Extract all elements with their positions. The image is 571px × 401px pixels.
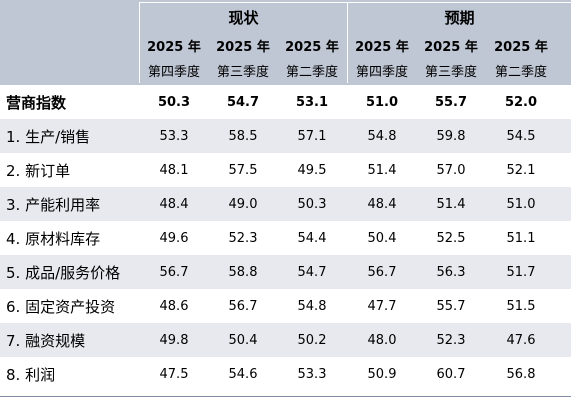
table-row-business-index: 营商指数 50.3 54.7 53.1 51.0 55.7 52.0 (0, 85, 571, 119)
table-cell: 52.5 (436, 230, 466, 246)
table-cell: 50.4 (228, 332, 258, 348)
table-cell: 52.3 (436, 332, 466, 348)
table-header: 现状 预期 2025 年 2025 年 2025 年 2025 年 2025 年… (0, 0, 571, 85)
table-row: 7. 融资规模 49.8 50.4 50.2 48.0 52.3 47.6 (0, 323, 571, 357)
table-cell: 49.0 (228, 196, 258, 212)
column-year: 2025 年 (494, 39, 548, 55)
header-divider-middle (347, 3, 348, 83)
table-cell: 53.3 (159, 128, 189, 144)
table-cell: 48.4 (367, 196, 397, 212)
table-cell: 51.0 (365, 94, 399, 110)
table-cell: 56.3 (436, 264, 466, 280)
column-quarter: 第四季度 (355, 64, 408, 80)
column-year: 2025 年 (216, 39, 270, 55)
table-cell: 47.5 (159, 366, 189, 382)
row-label: 1. 生产/销售 (6, 127, 91, 146)
group-header-current: 现状 (228, 8, 259, 27)
table-cell: 51.1 (506, 230, 536, 246)
table-cell: 57.5 (228, 162, 258, 178)
group-header-expected: 预期 (444, 8, 475, 27)
column-year: 2025 年 (147, 39, 201, 55)
table-row: 5. 成品/服务价格 56.7 58.8 54.7 56.7 56.3 51.7 (0, 255, 571, 289)
table-row: 3. 产能利用率 48.4 49.0 50.3 48.4 51.4 51.0 (0, 187, 571, 221)
header-top-divider (139, 2, 571, 3)
column-year: 2025 年 (355, 39, 409, 55)
table-row: 6. 固定资产投资 48.6 56.7 54.8 47.7 55.7 51.5 (0, 289, 571, 323)
table-cell: 58.5 (228, 128, 258, 144)
table-cell: 51.4 (367, 162, 397, 178)
table-cell: 50.4 (367, 230, 397, 246)
table-cell: 50.2 (297, 332, 327, 348)
table-cell: 49.8 (159, 332, 189, 348)
table-cell: 51.7 (506, 264, 536, 280)
row-label: 2. 新订单 (6, 161, 71, 180)
table-cell: 47.7 (367, 298, 397, 314)
column-quarter: 第三季度 (424, 64, 477, 80)
column-quarter: 第二季度 (494, 64, 547, 80)
table-cell: 55.7 (434, 94, 468, 110)
table-cell: 52.1 (506, 162, 536, 178)
table-cell: 58.8 (228, 264, 258, 280)
table-cell: 52.3 (228, 230, 258, 246)
table-cell: 57.1 (297, 128, 327, 144)
table-row: 1. 生产/销售 53.3 58.5 57.1 54.8 59.8 54.5 (0, 119, 571, 153)
table-cell: 54.7 (226, 94, 260, 110)
table-bottom-border (0, 396, 571, 397)
table-cell: 56.7 (367, 264, 397, 280)
row-label: 3. 产能利用率 (6, 195, 101, 214)
table-cell: 53.3 (297, 366, 327, 382)
table-cell: 57.0 (436, 162, 466, 178)
table-cell: 55.7 (436, 298, 466, 314)
table-cell: 50.3 (297, 196, 327, 212)
table-cell: 56.7 (228, 298, 258, 314)
table-cell: 48.0 (367, 332, 397, 348)
column-year: 2025 年 (285, 39, 339, 55)
row-label: 4. 原材料库存 (6, 229, 101, 248)
table-cell: 48.4 (159, 196, 189, 212)
row-label: 5. 成品/服务价格 (6, 263, 121, 282)
table-cell: 54.5 (506, 128, 536, 144)
header-divider-left (139, 3, 140, 83)
table-cell: 54.7 (297, 264, 327, 280)
table-row: 2. 新订单 48.1 57.5 49.5 51.4 57.0 52.1 (0, 153, 571, 187)
table-cell: 56.7 (159, 264, 189, 280)
table-cell: 49.5 (297, 162, 327, 178)
table-cell: 50.9 (367, 366, 397, 382)
table-cell: 51.4 (436, 196, 466, 212)
table-cell: 54.4 (297, 230, 327, 246)
table-cell: 49.6 (159, 230, 189, 246)
table-row: 8. 利润 47.5 54.6 53.3 50.9 60.7 56.8 (0, 357, 571, 391)
table-cell: 47.6 (506, 332, 536, 348)
table-row: 4. 原材料库存 49.6 52.3 54.4 50.4 52.5 51.1 (0, 221, 571, 255)
table-cell: 53.1 (295, 94, 329, 110)
row-label: 7. 融资规模 (6, 331, 86, 350)
table-cell: 51.0 (506, 196, 536, 212)
table-cell: 54.8 (297, 298, 327, 314)
table-cell: 51.5 (506, 298, 536, 314)
table-cell: 54.8 (367, 128, 397, 144)
table-cell: 52.0 (504, 94, 538, 110)
table-cell: 50.3 (157, 94, 191, 110)
table-cell: 56.8 (506, 366, 536, 382)
column-quarter: 第三季度 (216, 64, 269, 80)
row-label: 6. 固定资产投资 (6, 297, 116, 316)
row-label: 8. 利润 (6, 365, 56, 384)
table-cell: 54.6 (228, 366, 258, 382)
table-cell: 59.8 (436, 128, 466, 144)
column-quarter: 第二季度 (285, 64, 338, 80)
table-cell: 48.1 (159, 162, 189, 178)
column-quarter: 第四季度 (147, 64, 200, 80)
column-year: 2025 年 (424, 39, 478, 55)
table-cell: 48.6 (159, 298, 189, 314)
row-label: 营商指数 (6, 93, 67, 112)
table-cell: 60.7 (436, 366, 466, 382)
